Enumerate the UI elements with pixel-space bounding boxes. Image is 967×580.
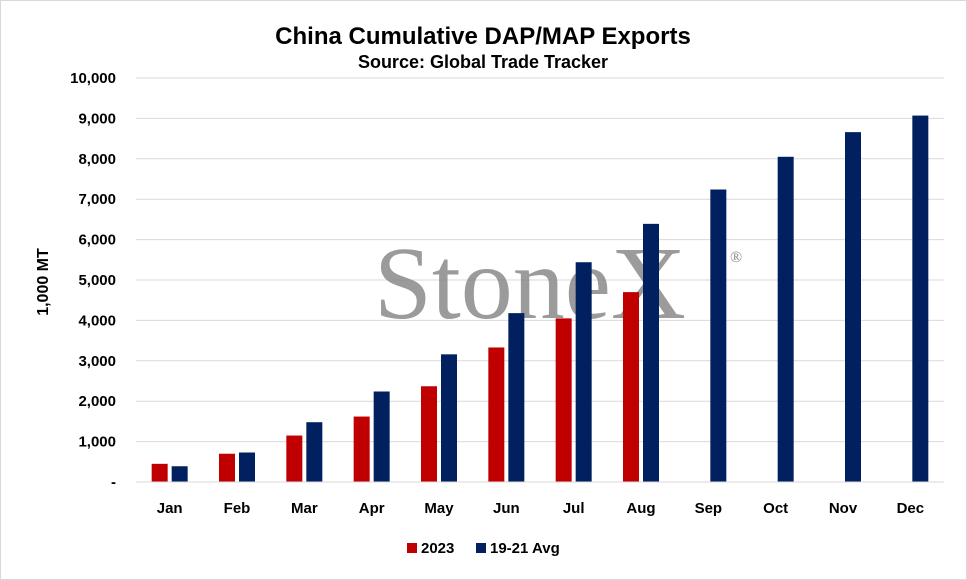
y-tick-label: 3,000 — [78, 353, 116, 370]
bar-2023-feb — [219, 453, 235, 482]
x-tick-label: Nov — [829, 500, 858, 517]
bar-avg-apr — [373, 391, 390, 482]
y-tick-label: 2,000 — [78, 393, 116, 410]
x-tick-label: Aug — [626, 500, 655, 517]
bars — [151, 115, 929, 483]
chart-title: China Cumulative DAP/MAP Exports — [275, 23, 691, 50]
legend-label-avg: 19-21 Avg — [490, 540, 560, 557]
watermark-logo: StoneX — [374, 226, 686, 341]
bar-2023-aug — [623, 292, 639, 482]
y-tick-label: 8,000 — [78, 151, 116, 168]
x-tick-label: Apr — [359, 500, 385, 517]
bar-avg-feb — [239, 452, 255, 482]
bar-2023-jun — [488, 347, 505, 482]
bar-2023-may — [421, 386, 437, 482]
y-tick-label: 1,000 — [78, 434, 116, 451]
bar-avg-jul — [575, 262, 592, 482]
x-tick-label: Jan — [157, 500, 183, 517]
bar-2023-jan — [151, 463, 168, 482]
bar-avg-jan — [171, 466, 188, 482]
legend: 2023 19-21 Avg — [407, 540, 560, 557]
x-tick-label: Dec — [897, 500, 925, 517]
legend-swatch-2023 — [407, 543, 417, 553]
y-tick-label: 10,000 — [70, 70, 116, 87]
bar-avg-dec — [912, 115, 929, 483]
x-tick-label: Jun — [493, 500, 520, 517]
x-tick-label: Jul — [563, 500, 585, 517]
x-tick-labels: Jan Feb Mar Apr May Jun Jul Aug Sep Oct Nov Dec — [157, 500, 924, 517]
x-tick-label: Oct — [763, 500, 788, 517]
legend-label-2023: 2023 — [421, 540, 454, 557]
chart-subtitle: Source: Global Trade Tracker — [358, 52, 608, 72]
bar-avg-mar — [306, 422, 323, 482]
x-tick-label: Sep — [695, 500, 723, 517]
y-tick-label: - — [111, 474, 116, 491]
gridlines — [136, 77, 944, 443]
y-tick-labels: - 1,000 2,000 3,000 4,000 5,000 6,000 7,000 8,00… — [70, 70, 116, 491]
bar-avg-jun — [508, 313, 525, 482]
x-tick-label: May — [424, 500, 454, 517]
y-tick-label: 7,000 — [78, 191, 116, 208]
y-tick-label: 9,000 — [78, 110, 116, 127]
bar-avg-may — [441, 354, 457, 482]
x-tick-label: Mar — [291, 500, 318, 517]
bar-2023-jul — [555, 318, 572, 482]
bar-avg-aug — [643, 223, 659, 482]
y-tick-label: 4,000 — [78, 312, 116, 329]
x-tick-label: Feb — [224, 500, 251, 517]
watermark-registered-mark: ® — [730, 249, 742, 266]
y-tick-label: 5,000 — [78, 272, 116, 289]
y-axis-label: 1,000 MT — [35, 248, 52, 316]
bar-avg-nov — [845, 132, 861, 483]
bar-2023-apr — [353, 416, 370, 482]
bar-2023-mar — [286, 435, 303, 482]
bar-avg-sep — [710, 189, 727, 482]
legend-swatch-avg — [476, 543, 486, 553]
bar-avg-oct — [777, 156, 794, 482]
y-tick-label: 6,000 — [78, 232, 116, 249]
